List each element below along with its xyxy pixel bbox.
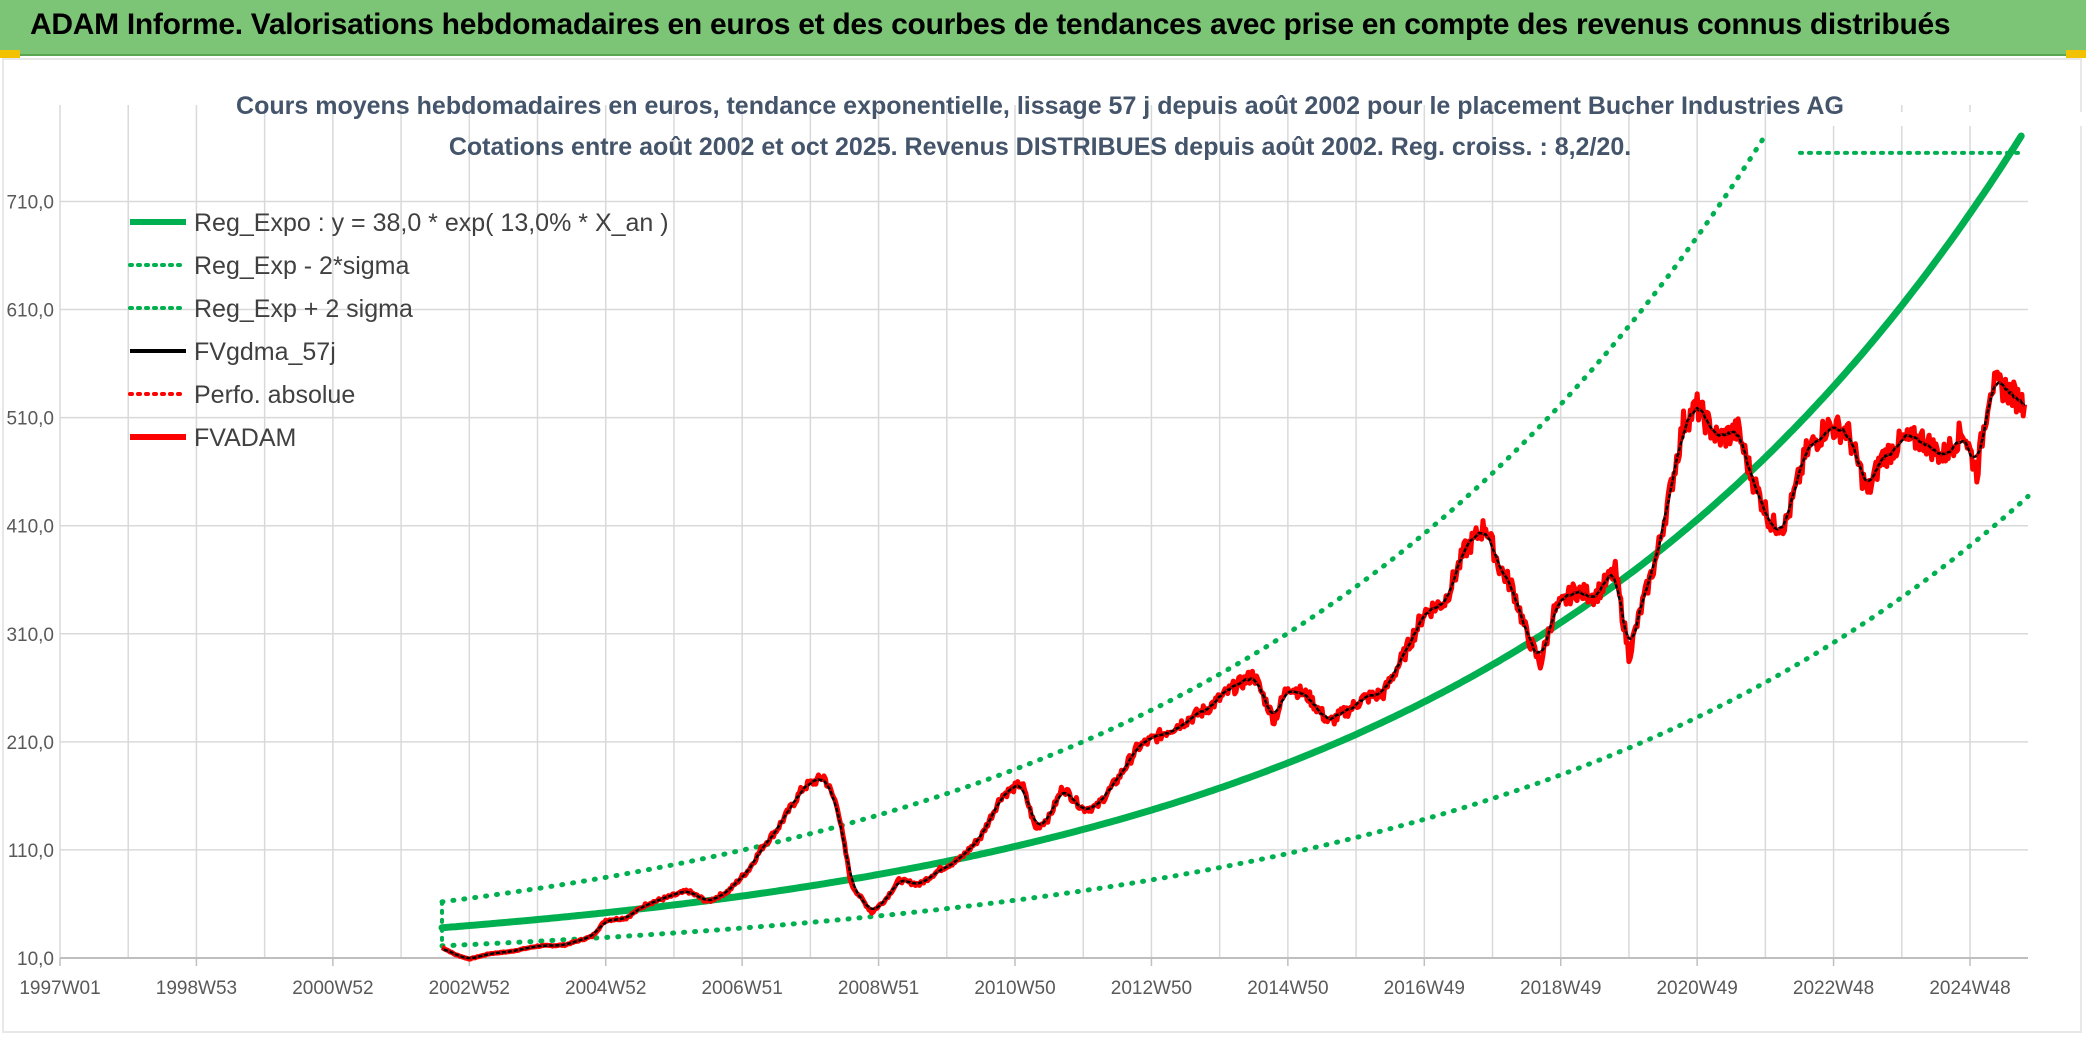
- x-tick-label: 2022W48: [1793, 978, 1874, 999]
- y-tick-label: 10,0: [17, 949, 54, 970]
- chart-frame: [2, 58, 2082, 1033]
- legend-entry-label: Reg_Expo : y = 38,0 * exp( 13,0% * X_an …: [194, 209, 669, 237]
- title-backdrop: [1800, 112, 2086, 126]
- y-tick-label: 310,0: [6, 625, 54, 646]
- legend-entry-label: Perfo. absolue: [194, 381, 355, 409]
- x-tick-label: 2010W50: [974, 978, 1055, 999]
- y-tick-label: 710,0: [6, 192, 54, 213]
- perfo-absolue-line: [441, 381, 2026, 959]
- x-tick-label: 1998W53: [156, 978, 237, 999]
- report-banner: ADAM Informe. Valorisations hebdomadaire…: [0, 0, 2086, 56]
- x-tick-label: 2018W49: [1520, 978, 1601, 999]
- grid-layer: [59, 105, 2028, 959]
- legend-entry-label: FVADAM: [194, 424, 296, 452]
- banner-corner-left: [0, 50, 20, 58]
- fvadam-line: [440, 369, 2028, 962]
- chart-subtitle: Cotations entre août 2002 et oct 2025. R…: [449, 133, 1631, 161]
- axis-layer: 10,0 110,0 210,0 310,0 410,0 510,0 610,0 710,0 1…: [6, 192, 2028, 999]
- y-tick-label: 410,0: [6, 517, 54, 538]
- x-tick-label: 2006W51: [701, 978, 782, 999]
- banner-corner-right: [2066, 50, 2086, 58]
- x-tick-label: 2012W50: [1111, 978, 1192, 999]
- x-tick-label: 2002W52: [429, 978, 510, 999]
- x-tick-label: 2024W48: [1929, 978, 2010, 999]
- legend: Reg_Expo : y = 38,0 * exp( 13,0% * X_an …: [128, 209, 669, 452]
- legend-entry-label: FVgdma_57j: [194, 338, 336, 366]
- x-tick-label: 2004W52: [565, 978, 646, 999]
- legend-entry-label: Reg_Exp + 2 sigma: [194, 295, 413, 323]
- x-tick-label: 1997W01: [19, 978, 100, 999]
- lower-band-line: [439, 493, 2031, 949]
- x-tick-label: 2014W50: [1247, 978, 1328, 999]
- report-title: ADAM Informe. Valorisations hebdomadaire…: [30, 8, 1951, 41]
- legend-entry-label: Reg_Exp - 2*sigma: [194, 252, 409, 280]
- x-tick-label: 2016W49: [1384, 978, 1465, 999]
- upper-band-line: [439, 132, 1768, 905]
- x-tick-label: 2020W49: [1656, 978, 1737, 999]
- chart-title: Cours moyens hebdomadaires en euros, ten…: [236, 92, 1844, 120]
- y-tick-label: 610,0: [6, 301, 54, 322]
- y-tick-label: 210,0: [6, 733, 54, 754]
- x-tick-label: 2008W51: [838, 978, 919, 999]
- series-layer: [438, 132, 2031, 962]
- x-tick-label: 2000W52: [292, 978, 373, 999]
- y-tick-label: 510,0: [6, 409, 54, 430]
- y-tick-label: 110,0: [8, 841, 54, 862]
